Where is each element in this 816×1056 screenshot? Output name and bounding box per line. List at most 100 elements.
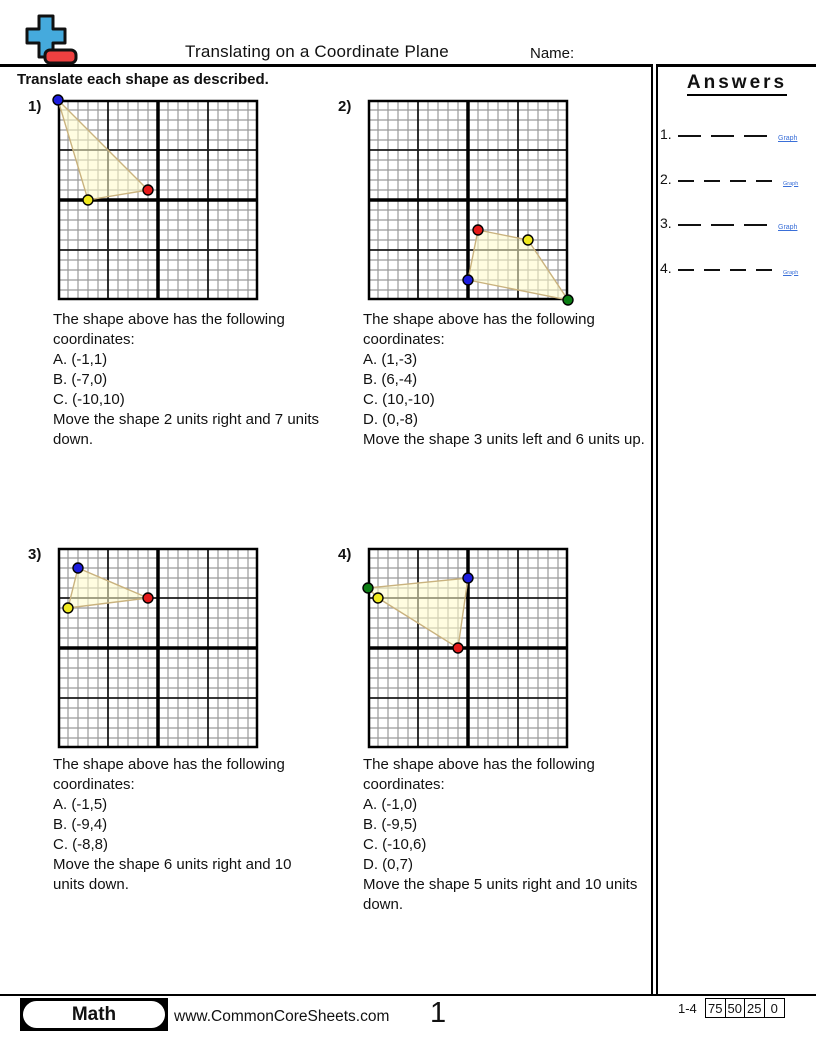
footer-divider <box>0 994 816 996</box>
coordinate-grid-3 <box>57 547 259 749</box>
point-a-red <box>142 592 154 604</box>
coordinate-line: A. (-1,1) <box>53 351 108 368</box>
move-instruction: Move the shape 6 units right and 10 unit… <box>53 856 292 893</box>
coordinate-line: C. (-8,8) <box>53 836 109 853</box>
coordinate-grid-4 <box>362 547 569 749</box>
coordinate-line: D. (0,7) <box>363 856 414 873</box>
answer-blank[interactable] <box>711 125 734 137</box>
coordinate-line: B. (-9,4) <box>53 816 108 833</box>
problem-number: 2) <box>338 98 352 115</box>
page-title: Translating on a Coordinate Plane <box>185 42 449 61</box>
graph-link[interactable]: Graph <box>783 269 799 276</box>
answer-blank[interactable] <box>704 259 720 271</box>
answer-blank[interactable] <box>678 170 694 182</box>
header-divider <box>0 64 816 67</box>
coords-list: A. (-1,5) B. (-9,4) C. (-8,8) <box>53 795 319 855</box>
point-b-yellow <box>522 234 534 246</box>
name-label: Name: <box>530 45 575 62</box>
move-instruction: Move the shape 5 units right and 10 unit… <box>363 876 638 913</box>
answer-blank[interactable] <box>744 214 767 226</box>
point-b-yellow <box>82 194 94 206</box>
coordinate-grid-1 <box>52 94 259 301</box>
problem-text: The shape above has the following coordi… <box>363 310 659 450</box>
coords-intro: The shape above has the following coordi… <box>53 311 285 348</box>
answer-blank[interactable] <box>744 125 767 137</box>
problem-3: 3) The shape above has the following coo… <box>28 546 358 986</box>
coordinate-line: B. (-7,0) <box>53 371 108 388</box>
problem-text: The shape above has the following coordi… <box>53 310 319 450</box>
point-c-blue <box>72 562 84 574</box>
answer-blank[interactable] <box>730 170 746 182</box>
page-number: 1 <box>430 997 447 1029</box>
point-b-yellow <box>372 592 384 604</box>
brand-label: Math <box>71 1003 117 1025</box>
coords-intro: The shape above has the following coordi… <box>363 311 595 348</box>
coordinate-line: C. (10,-10) <box>363 391 435 408</box>
move-instruction: Move the shape 3 units left and 6 units … <box>363 431 645 448</box>
answers-heading: Answers <box>658 72 816 96</box>
answer-row-4: 4. Graph <box>660 258 798 276</box>
answers-separator <box>651 64 658 995</box>
point-c-blue <box>52 94 64 106</box>
answer-blank[interactable] <box>711 214 734 226</box>
point-a-red <box>142 184 154 196</box>
coordinate-line: C. (-10,6) <box>363 836 427 853</box>
coords-list: A. (1,-3) B. (6,-4) C. (10,-10) D. (0,-8) <box>363 350 659 430</box>
score-cell: 0 <box>770 1000 778 1016</box>
coordinate-grid-2 <box>367 99 574 306</box>
problem-number: 3) <box>28 546 42 563</box>
point-d-blue <box>462 572 474 584</box>
problem-number: 4) <box>338 546 352 563</box>
point-c-green <box>362 582 374 594</box>
math-brand-badge: Math <box>20 998 168 1031</box>
answer-blank[interactable] <box>756 259 772 271</box>
answer-blank[interactable] <box>704 170 720 182</box>
answer-number: 4. <box>660 259 672 276</box>
answer-blank[interactable] <box>678 125 701 137</box>
score-cell: 75 <box>706 999 726 1017</box>
problem-4: 4) The shape above has the following coo… <box>338 546 668 986</box>
graph-link[interactable]: Graph <box>778 224 798 231</box>
translated-shape <box>57 99 150 201</box>
coords-list: A. (-1,1) B. (-7,0) C. (-10,10) <box>53 350 319 410</box>
answer-blank[interactable] <box>678 259 694 271</box>
coordinate-line: D. (0,-8) <box>363 411 419 428</box>
answer-number: 2. <box>660 170 672 187</box>
answer-row-3: 3. Graph <box>660 213 797 231</box>
move-instruction: Move the shape 2 units right and 7 units… <box>53 411 320 448</box>
coords-intro: The shape above has the following coordi… <box>363 756 595 793</box>
answer-row-1: 1. Graph <box>660 124 797 142</box>
coordinate-line: B. (-9,5) <box>363 816 418 833</box>
graph-link[interactable]: Graph <box>778 135 798 142</box>
translated-shape <box>67 567 151 609</box>
website-url: www.CommonCoreSheets.com <box>174 1008 390 1025</box>
score-cell: 25 <box>745 999 765 1017</box>
commoncoresheets-logo-icon <box>25 14 78 65</box>
graph-link[interactable]: Graph <box>783 180 799 187</box>
score-table: 75 50 25 0 <box>705 998 785 1018</box>
point-d-blue <box>462 274 474 286</box>
coordinate-line: A. (1,-3) <box>363 351 418 368</box>
worksheet-instruction: Translate each shape as described. <box>17 71 269 88</box>
problem-range: 1-4 <box>678 1001 697 1016</box>
answer-blank[interactable] <box>730 259 746 271</box>
problem-text: The shape above has the following coordi… <box>53 755 319 895</box>
point-c-green <box>562 294 574 306</box>
coordinate-line: C. (-10,10) <box>53 391 125 408</box>
coords-list: A. (-1,0) B. (-9,5) C. (-10,6) D. (0,7) <box>363 795 659 875</box>
coordinate-line: A. (-1,0) <box>363 796 418 813</box>
problem-text: The shape above has the following coordi… <box>363 755 659 915</box>
point-a-red <box>472 224 484 236</box>
problem-number: 1) <box>28 98 42 115</box>
coordinate-line: A. (-1,5) <box>53 796 108 813</box>
score-cell: 50 <box>726 999 745 1017</box>
answer-blank[interactable] <box>756 170 772 182</box>
answer-number: 1. <box>660 126 672 142</box>
coordinate-line: B. (6,-4) <box>363 371 418 388</box>
point-a-red <box>452 642 464 654</box>
problem-2: 2) The shape above has the following coo… <box>338 98 668 538</box>
answer-blank[interactable] <box>678 214 701 226</box>
point-b-yellow <box>62 602 74 614</box>
answer-number: 3. <box>660 215 672 231</box>
